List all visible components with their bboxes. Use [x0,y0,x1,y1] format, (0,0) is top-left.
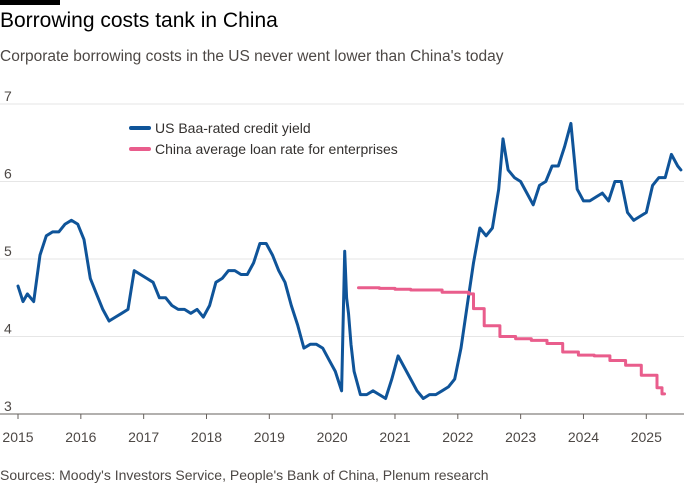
y-tick-label: 6 [4,166,12,182]
x-tick-label: 2016 [65,429,96,445]
x-tick-label: 2025 [631,429,662,445]
brand-bar [0,0,60,5]
x-tick-label: 2023 [505,429,536,445]
source-note: Sources: Moody's Investors Service, Peop… [0,467,489,483]
x-tick-label: 2015 [2,429,33,445]
x-tick-label: 2021 [379,429,410,445]
x-tick-label: 2018 [191,429,222,445]
y-tick-label: 3 [4,398,12,414]
legend: US Baa-rated credit yield China average l… [129,120,398,157]
axes: 3 4 5 6 7 2015 2016 2017 2018 2019 2020 2021 2022 202… [0,88,684,445]
y-tick-label: 7 [4,88,12,104]
x-tick-label: 2024 [568,429,599,445]
chart-subtitle: Corporate borrowing costs in the US neve… [0,48,504,65]
x-tick-label: 2022 [442,429,473,445]
y-tick-label: 5 [4,243,12,259]
china-loan-rate-line [357,286,666,396]
us-baa-yield-line [16,121,683,400]
x-tick-label: 2019 [254,429,285,445]
legend-label: US Baa-rated credit yield [155,120,311,136]
legend-label: China average loan rate for enterprises [155,141,398,157]
chart-title: Borrowing costs tank in China [0,9,278,32]
y-tick-label: 4 [4,321,12,337]
series [16,121,683,400]
grid [0,103,684,337]
x-tick-label: 2020 [317,429,348,445]
x-tick-label: 2017 [128,429,159,445]
